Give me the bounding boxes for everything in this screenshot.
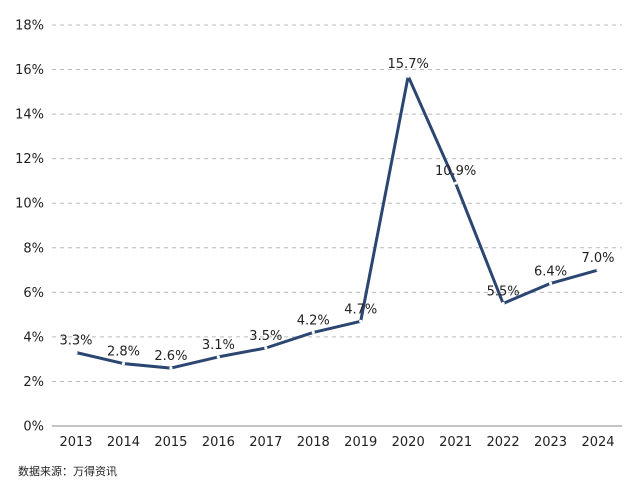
x-tick-label: 2014 bbox=[107, 435, 140, 450]
data-label: 2.6% bbox=[154, 349, 187, 364]
data-point bbox=[121, 362, 126, 366]
x-tick-label: 2023 bbox=[534, 435, 567, 450]
data-label: 10.9% bbox=[435, 164, 476, 179]
x-tick-label: 2018 bbox=[297, 435, 330, 450]
x-axis-ticks: 2013 2014 2015 2016 2017 2018 2019 2020 2021 2022… bbox=[59, 435, 614, 450]
y-tick-label: 16% bbox=[15, 63, 44, 78]
data-point bbox=[454, 181, 458, 185]
data-label: 7.0% bbox=[581, 251, 614, 266]
data-label: 4.7% bbox=[344, 302, 377, 317]
y-tick-label: 6% bbox=[23, 286, 44, 301]
data-points bbox=[74, 74, 600, 370]
y-tick-label: 0% bbox=[23, 420, 44, 435]
source-note: 数据来源：万得资讯 bbox=[18, 465, 117, 478]
data-point bbox=[548, 281, 553, 286]
data-point bbox=[216, 355, 220, 359]
y-tick-label: 10% bbox=[15, 197, 44, 212]
data-point bbox=[264, 346, 268, 350]
data-label: 15.7% bbox=[388, 57, 429, 72]
series-line bbox=[74, 74, 600, 370]
data-point bbox=[74, 350, 78, 355]
data-label: 3.1% bbox=[202, 338, 235, 353]
x-tick-label: 2013 bbox=[59, 435, 92, 450]
y-tick-label: 4% bbox=[23, 330, 44, 345]
y-tick-label: 18% bbox=[15, 19, 44, 34]
y-tick-label: 2% bbox=[23, 375, 44, 390]
y-tick-label: 14% bbox=[15, 108, 44, 123]
data-labels: 3.3% 2.8% 2.6% 3.1% 3.5% 4.2% 4.7% 15.7% 10.9% 5.… bbox=[59, 57, 614, 364]
x-tick-label: 2022 bbox=[487, 435, 520, 450]
data-point bbox=[311, 330, 315, 335]
data-label: 4.2% bbox=[297, 313, 330, 328]
data-label: 2.8% bbox=[107, 345, 140, 360]
x-tick-label: 2020 bbox=[392, 435, 425, 450]
y-tick-label: 8% bbox=[23, 241, 44, 256]
data-point bbox=[501, 301, 505, 306]
data-label: 3.3% bbox=[59, 333, 92, 348]
data-point bbox=[169, 366, 173, 370]
data-label: 5.5% bbox=[487, 284, 520, 299]
x-tick-label: 2015 bbox=[154, 435, 187, 450]
data-point bbox=[406, 74, 410, 78]
data-label: 3.5% bbox=[249, 329, 282, 344]
x-tick-label: 2021 bbox=[439, 435, 472, 450]
x-tick-label: 2017 bbox=[249, 435, 282, 450]
y-tick-label: 12% bbox=[15, 152, 44, 167]
data-label: 6.4% bbox=[534, 264, 567, 279]
data-point bbox=[596, 268, 600, 272]
x-tick-label: 2019 bbox=[344, 435, 377, 450]
data-point bbox=[359, 319, 363, 323]
x-tick-label: 2016 bbox=[202, 435, 235, 450]
y-axis-ticks: 0% 2% 4% 6% 8% 10% 12% 14% 16% 18% bbox=[15, 19, 44, 435]
x-tick-label: 2024 bbox=[581, 435, 614, 450]
